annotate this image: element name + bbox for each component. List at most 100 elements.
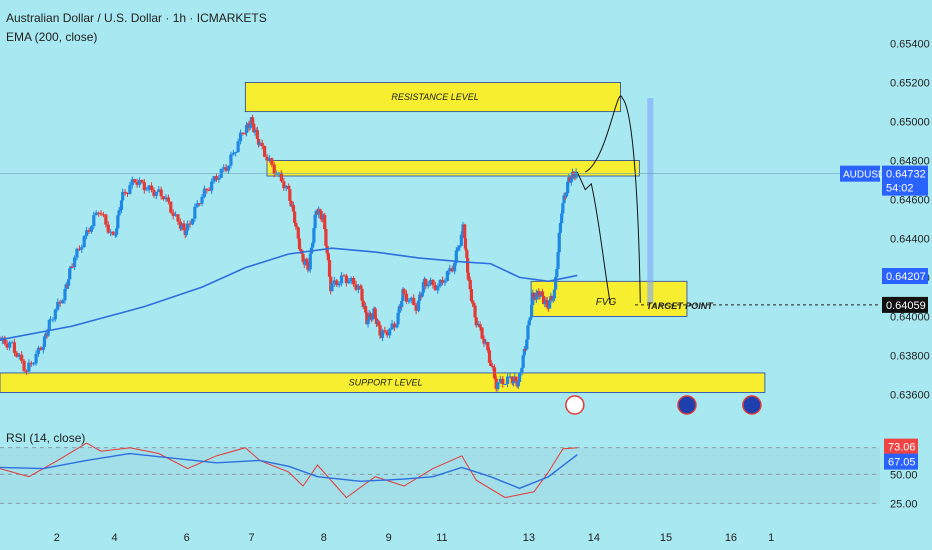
candle-body [431,279,435,286]
candle-body [29,362,33,364]
candle-body [505,376,510,384]
candle-body [180,226,184,229]
candle-body [511,381,516,384]
event-icon [565,395,585,415]
candle-body [426,284,430,287]
rsi-indicator-label: RSI (14, close) [6,431,86,445]
candle-body [428,279,433,285]
candle-body [70,266,74,268]
price-axis-tick: 0.63800 [890,350,930,362]
current-price-label: 0.64732 [886,169,926,181]
candle-body [498,378,502,383]
candle-body [469,289,474,302]
candle-body [190,218,195,225]
candle-body [173,214,178,216]
candle-body [532,292,536,298]
candle-body [448,268,452,272]
candle-body [42,336,47,347]
candle-body [521,355,525,368]
candle-body [92,215,96,227]
candle-body [367,313,371,321]
candle-body [224,167,228,171]
candle-body [60,300,65,304]
candle-body [572,171,576,175]
rsi-value-tag [884,438,918,455]
candle-body [472,303,476,306]
candle-body [337,283,341,286]
candle-body [458,245,462,248]
candle-body [409,297,413,301]
candle-body [123,191,127,194]
candle-body [184,230,189,235]
time-axis-tick: 11 [436,532,447,544]
candle-body [465,258,470,273]
candle-body [508,376,512,378]
candle-body [344,275,348,284]
candle-body [347,281,351,284]
candle-body [243,133,247,135]
candle-body [258,142,262,145]
ema-price-tag [882,268,928,285]
candle-body [313,214,317,229]
candle-body [551,298,555,301]
candle-body [68,268,72,280]
candle-body [528,317,532,321]
candle-body [226,165,231,171]
candle-body [569,179,573,183]
candle-body [10,342,14,344]
candle-body [296,227,300,239]
ema-line [0,247,578,341]
candle-body [101,214,106,216]
zone-box [530,280,688,317]
candle-body [335,280,339,286]
candle-body [94,212,98,216]
candle-body [241,132,245,134]
candle-body [388,329,392,336]
candle-body [195,203,199,207]
candle-body [293,211,297,223]
candle-body [72,257,77,268]
candle-body [256,138,261,145]
candle-body [349,277,353,282]
candle-body [22,360,26,371]
countdown-label: 54:02 [886,183,914,195]
candle-body [323,214,327,230]
price-axis-tick: 0.63600 [890,389,930,401]
candle-body [503,383,507,385]
candle-body [514,376,518,382]
candle-body [20,354,24,361]
candle-body [294,222,298,227]
candle-body [171,212,175,216]
candle-body [288,189,292,201]
candle-body [119,200,124,210]
candle-body [351,277,356,285]
candle-body [414,305,418,311]
candle-body [128,185,132,194]
time-axis-tick: 7 [249,532,255,544]
candle-body [87,230,91,232]
candle-body [562,195,566,204]
candle-body [159,189,163,197]
candle-body [137,180,142,185]
candle-body [554,276,558,290]
candle-body [58,301,62,304]
candle-body [440,279,445,283]
candle-body [207,190,211,192]
candle-body [368,313,373,317]
candle-body [186,223,190,231]
candle-body [3,337,7,344]
candle-body [558,223,563,233]
candle-body [279,172,284,182]
candle-body [311,242,315,248]
candle-body [188,223,192,225]
candle-body [297,238,302,250]
price-axis-tick: 0.65400 [890,38,930,50]
candle-body [178,221,182,229]
candle-body [564,193,569,197]
candle-body [453,262,457,272]
candle-body [360,288,364,301]
candle-body [326,253,330,261]
ema-indicator-label: EMA (200, close) [6,30,98,44]
candle-body [272,164,276,175]
